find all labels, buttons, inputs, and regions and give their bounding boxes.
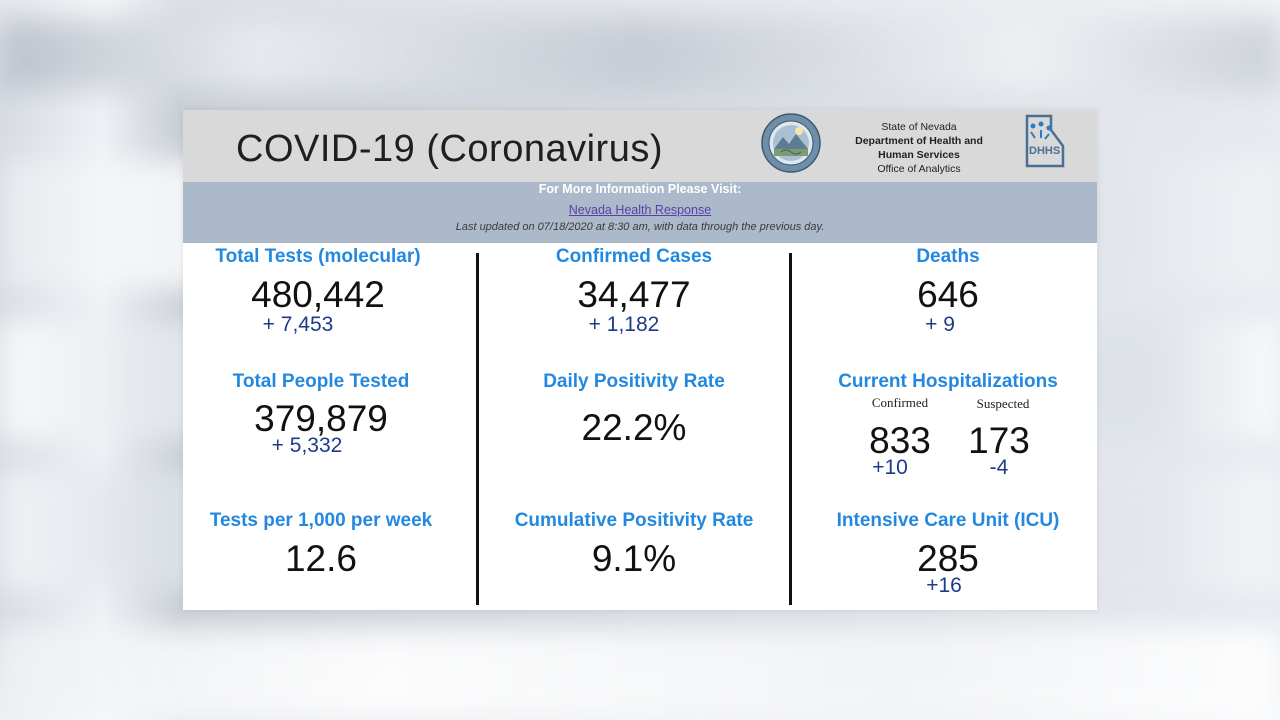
hospitalizations-suspected-delta: -4 <box>989 456 1009 479</box>
dhhs-logo-icon: DHHS <box>1025 114 1065 168</box>
cumulative-positivity-value: 9.1% <box>591 538 677 579</box>
covid-dashboard-panel: COVID-19 (Coronavirus) State of Nevada D… <box>183 110 1097 610</box>
background-blur <box>0 20 1280 90</box>
total-tests-value: 480,442 <box>251 274 385 315</box>
total-tests-stat: Total Tests (molecular) 480,442 + 7,453 <box>183 246 453 337</box>
people-tested-label: Total People Tested <box>232 371 410 392</box>
nevada-health-response-link[interactable]: Nevada Health Response <box>568 203 712 217</box>
org-state: State of Nevada <box>881 121 957 133</box>
hospitalizations-suspected-value: 173 <box>968 420 1030 461</box>
confirmed-cases-delta: + 1,182 <box>588 313 660 336</box>
cumulative-positivity-stat: Cumulative Positivity Rate 9.1% <box>479 510 789 580</box>
background-blur <box>0 630 1280 720</box>
column-divider <box>789 253 792 605</box>
daily-positivity-value: 22.2% <box>581 407 687 448</box>
deaths-stat: Deaths 646 + 9 <box>792 246 1104 337</box>
confirmed-cases-value: 34,477 <box>577 274 691 315</box>
daily-positivity-label: Daily Positivity Rate <box>543 371 725 392</box>
last-updated-text: Last updated on 07/18/2020 at 8:30 am, w… <box>455 221 825 233</box>
organization-block: State of Nevada Department of Health and… <box>833 120 1005 176</box>
hospitalizations-confirmed-value: 833 <box>869 420 931 461</box>
total-tests-delta: + 7,453 <box>262 313 334 336</box>
people-tested-stat: Total People Tested 379,879 + 5,332 <box>183 371 459 458</box>
confirmed-cases-label: Confirmed Cases <box>555 246 713 267</box>
icu-delta: +16 <box>926 574 962 597</box>
hospitalizations-suspected-label: Suspected <box>976 396 1030 411</box>
hospitalizations-suspected: Suspected 173 -4 <box>958 396 1048 480</box>
daily-positivity-stat: Daily Positivity Rate 22.2% <box>479 371 789 449</box>
hospitalizations-confirmed: Confirmed 833 +10 <box>855 395 945 480</box>
tests-per-1000-stat: Tests per 1,000 per week 12.6 <box>183 510 459 580</box>
info-title: For More Information Please Visit: <box>538 182 742 196</box>
confirmed-cases-stat: Confirmed Cases 34,477 + 1,182 <box>479 246 789 337</box>
hospitalizations-confirmed-label: Confirmed <box>871 395 929 410</box>
icu-label: Intensive Care Unit (ICU) <box>836 510 1060 531</box>
deaths-delta: + 9 <box>925 313 955 336</box>
tests-per-1000-value: 12.6 <box>284 538 357 579</box>
page-title: COVID-19 (Coronavirus) <box>236 128 663 170</box>
org-office: Office of Analytics <box>877 163 961 175</box>
dashboard-header: COVID-19 (Coronavirus) State of Nevada D… <box>183 110 1097 182</box>
total-tests-label: Total Tests (molecular) <box>215 246 421 267</box>
nevada-state-seal-icon <box>761 113 821 173</box>
people-tested-value: 379,879 <box>254 398 388 439</box>
deaths-value: 646 <box>917 274 979 315</box>
tests-per-1000-label: Tests per 1,000 per week <box>209 510 433 531</box>
svg-text:DHHS: DHHS <box>1029 145 1060 157</box>
icu-value: 285 <box>917 538 979 579</box>
hospitalizations-stat: Current Hospitalizations <box>792 371 1104 393</box>
hospitalizations-confirmed-delta: +10 <box>872 456 908 479</box>
info-bar: For More Information Please Visit: Nevad… <box>183 182 1097 243</box>
people-tested-delta: + 5,332 <box>271 434 343 457</box>
hospitalizations-label: Current Hospitalizations <box>838 371 1058 392</box>
org-department-cont: Human Services <box>878 149 960 161</box>
column-divider <box>476 253 479 605</box>
org-department: Department of Health and <box>855 135 983 147</box>
deaths-label: Deaths <box>916 246 980 267</box>
icu-stat: Intensive Care Unit (ICU) 285 +16 <box>792 510 1104 598</box>
cumulative-positivity-label: Cumulative Positivity Rate <box>514 510 754 531</box>
